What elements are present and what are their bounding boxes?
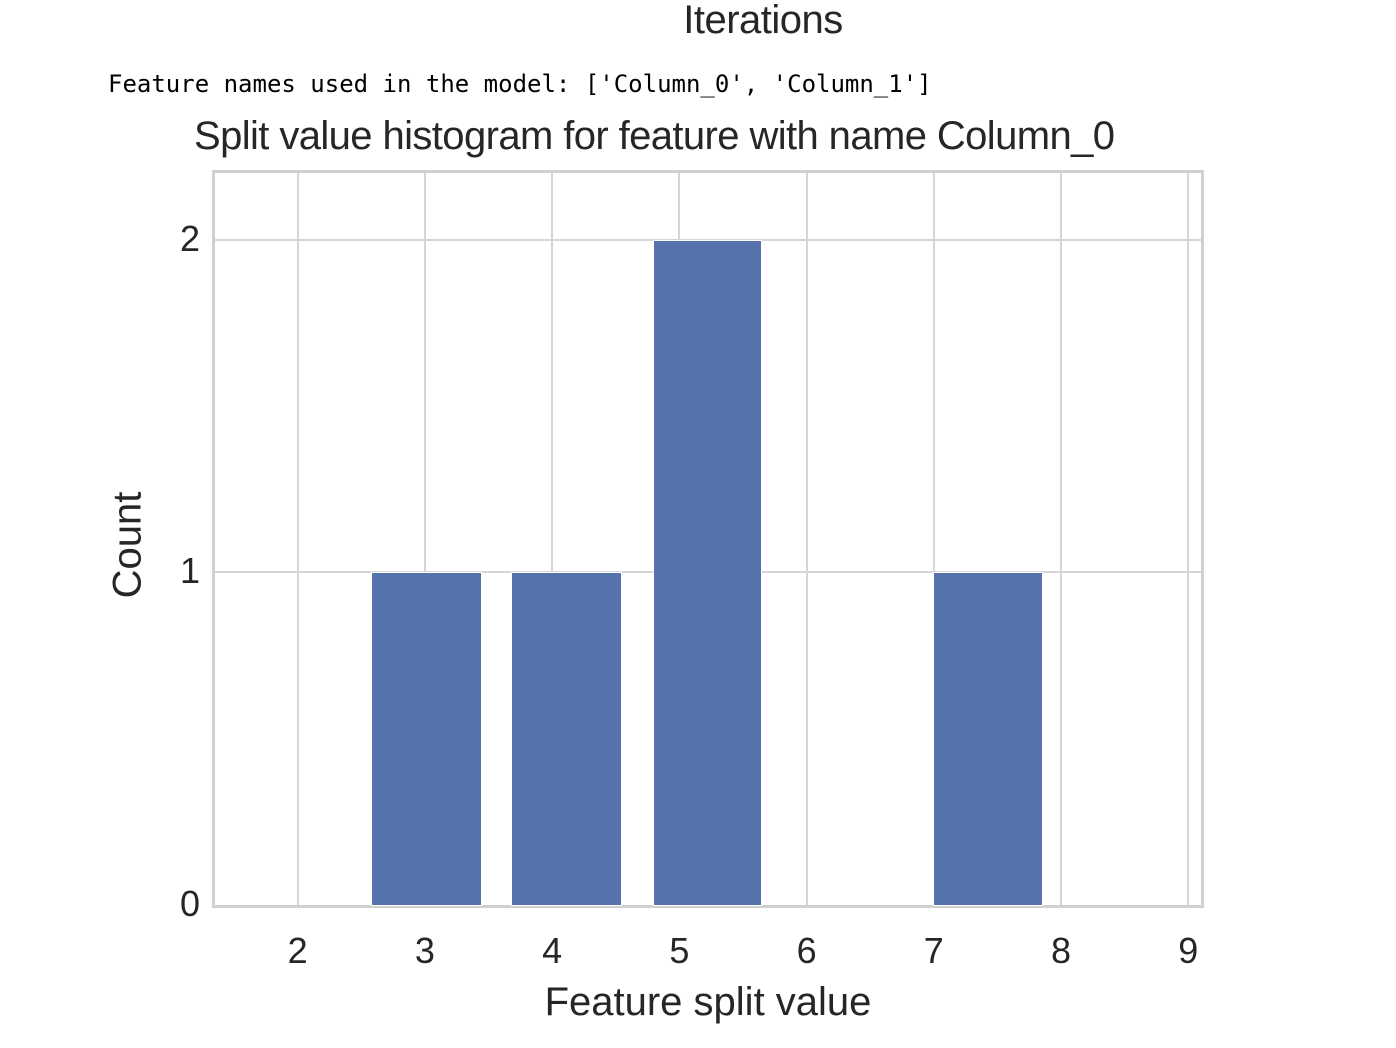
x-tick-label: 3 (414, 930, 435, 971)
x-gridline (551, 173, 554, 905)
x-gridline (1187, 173, 1190, 905)
x-tick-label: 2 (287, 930, 308, 971)
histogram-bar (652, 239, 763, 906)
histogram-bar (932, 572, 1044, 906)
y-tick-label: 0 (179, 883, 200, 924)
x-gridline (1060, 173, 1063, 905)
x-tick-label: 6 (796, 930, 817, 971)
x-gridline (423, 173, 426, 905)
cell-stdout-text: Feature names used in the model: ['Colum… (108, 70, 932, 98)
x-tick-label: 9 (1178, 930, 1199, 971)
y-axis-label: Count (105, 491, 150, 599)
x-tick-label: 4 (542, 930, 563, 971)
x-tick-label: 8 (1051, 930, 1072, 971)
y-tick-label: 2 (179, 217, 200, 259)
chart-title: Split value histogram for feature with n… (194, 114, 1115, 158)
previous-plot-x-axis-label: Iterations (683, 0, 843, 42)
x-tick-label: 5 (669, 930, 690, 971)
plot-area (212, 170, 1204, 908)
histogram-bar (371, 572, 483, 906)
x-tick-label: 7 (923, 930, 944, 971)
histogram-bar (511, 572, 623, 906)
y-tick-label: 1 (179, 550, 200, 592)
x-axis-label: Feature split value (544, 980, 872, 1024)
x-gridline (805, 173, 808, 905)
x-gridline (932, 173, 935, 905)
x-gridline (296, 173, 299, 905)
